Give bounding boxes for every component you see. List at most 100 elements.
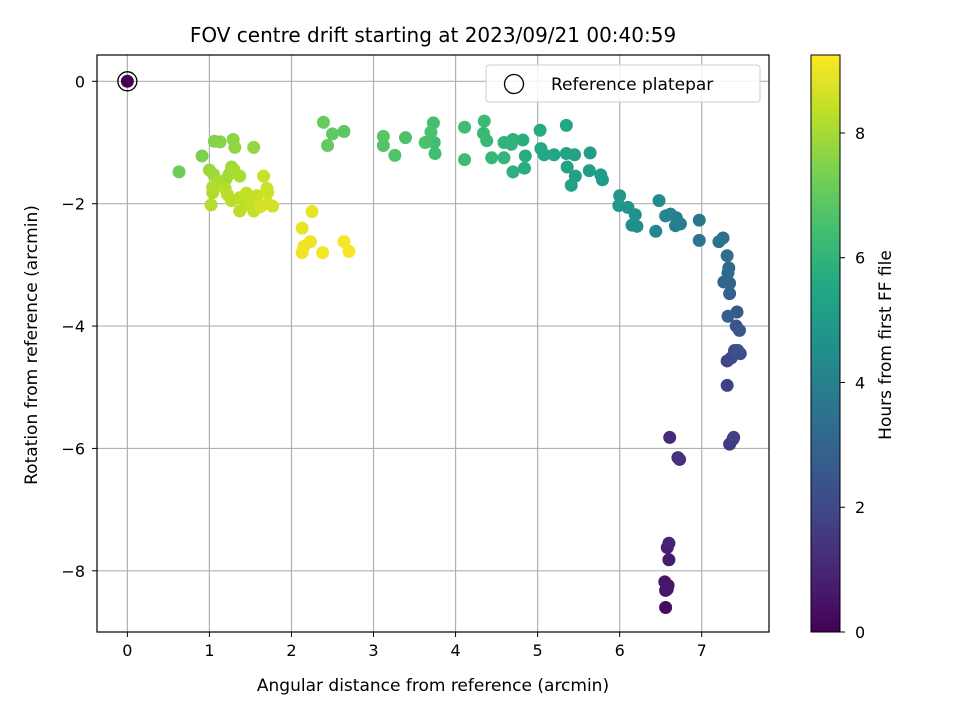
- data-point: [594, 168, 608, 182]
- colorbar-ticks: 0 2 4 6 8: [840, 124, 865, 642]
- data-point: [547, 148, 561, 162]
- data-point: [337, 235, 351, 249]
- colorbar-tick-label: 8: [855, 124, 865, 143]
- data-point: [518, 149, 532, 163]
- data-point: [659, 601, 673, 615]
- data-point: [257, 169, 271, 183]
- reference-point: [120, 74, 134, 88]
- y-tick-label: 0: [75, 72, 85, 91]
- y-tick-label: −8: [61, 562, 85, 581]
- data-point: [388, 148, 402, 162]
- colorbar-gradient: [810, 54, 841, 633]
- data-point: [253, 200, 267, 214]
- y-tick-label: −6: [61, 439, 85, 458]
- data-point: [458, 120, 472, 134]
- data-point: [723, 287, 737, 301]
- data-point: [399, 131, 413, 145]
- data-point: [376, 139, 390, 153]
- data-point: [204, 198, 218, 212]
- y-axis-label: Rotation from reference (arcmin): [22, 205, 42, 485]
- data-point: [172, 165, 186, 179]
- chart-title: FOV centre drift starting at 2023/09/21 …: [190, 23, 676, 47]
- data-point: [316, 246, 330, 260]
- data-point: [316, 115, 330, 129]
- data-point: [325, 127, 339, 141]
- data-point: [659, 209, 673, 223]
- data-point: [652, 194, 666, 208]
- legend-label-reference-platepar: Reference platepar: [551, 75, 713, 95]
- x-tick-label: 2: [286, 641, 296, 660]
- data-point: [458, 153, 472, 167]
- data-point: [721, 309, 735, 323]
- data-point: [250, 189, 264, 203]
- data-point: [649, 224, 663, 238]
- data-point: [692, 233, 706, 247]
- data-point: [720, 378, 734, 392]
- data-point: [424, 125, 438, 139]
- x-tick-label: 5: [533, 641, 543, 660]
- data-point: [321, 139, 335, 153]
- data-point: [712, 235, 726, 249]
- data-point: [671, 451, 685, 465]
- data-point: [206, 186, 220, 200]
- data-point: [476, 126, 490, 140]
- data-point: [485, 151, 499, 165]
- data-point: [582, 164, 596, 178]
- data-point: [660, 582, 674, 596]
- x-tick-label: 4: [450, 641, 460, 660]
- data-point: [428, 147, 442, 161]
- x-tick-label: 6: [615, 641, 625, 660]
- y-tick-label: −4: [61, 317, 85, 336]
- data-point: [583, 146, 597, 160]
- x-tick-label: 3: [368, 641, 378, 660]
- colorbar-tick-label: 2: [855, 498, 865, 517]
- data-point: [564, 178, 578, 192]
- data-point: [722, 261, 736, 275]
- data-point: [337, 124, 351, 138]
- data-point: [732, 323, 746, 337]
- data-point: [533, 123, 547, 137]
- data-point: [213, 135, 227, 149]
- colorbar-tick-label: 4: [855, 373, 865, 392]
- colorbar: 0 2 4 6 8 Hours from first FF file: [810, 54, 896, 642]
- data-point: [233, 169, 247, 183]
- data-point: [692, 213, 706, 227]
- legend: Reference platepar: [485, 64, 761, 103]
- data-point: [731, 344, 745, 358]
- data-point: [477, 114, 491, 128]
- data-point: [418, 135, 432, 149]
- data-point: [295, 221, 309, 235]
- data-point: [727, 430, 741, 444]
- data-points: [117, 71, 747, 615]
- data-point: [427, 135, 441, 149]
- data-point: [517, 161, 531, 175]
- data-point: [266, 199, 280, 213]
- data-point: [497, 135, 511, 149]
- data-point: [247, 140, 261, 154]
- data-point: [261, 186, 275, 200]
- colorbar-tick-label: 0: [855, 623, 865, 642]
- data-point: [662, 553, 676, 567]
- reference-platepar-marker: [117, 71, 138, 92]
- data-point: [613, 189, 627, 203]
- x-tick-label: 0: [122, 641, 132, 660]
- data-point: [305, 205, 319, 219]
- data-point: [668, 219, 682, 233]
- data-point: [559, 118, 573, 132]
- data-point: [497, 151, 511, 165]
- axis-ticks: 0 1 2 3 4 5 6 7 0 −2 −4 −6 −8: [61, 72, 706, 660]
- data-point: [376, 129, 390, 143]
- data-point: [228, 140, 242, 154]
- x-tick-label: 7: [697, 641, 707, 660]
- data-point: [559, 147, 573, 161]
- x-axis-label: Angular distance from reference (arcmin): [257, 676, 609, 696]
- data-point: [625, 218, 639, 232]
- data-point: [560, 160, 574, 174]
- data-point: [506, 165, 520, 179]
- data-point: [295, 246, 309, 260]
- legend-marker-reference-platepar: [503, 73, 525, 95]
- data-point: [516, 133, 530, 147]
- data-point: [720, 249, 734, 263]
- data-point: [342, 244, 356, 258]
